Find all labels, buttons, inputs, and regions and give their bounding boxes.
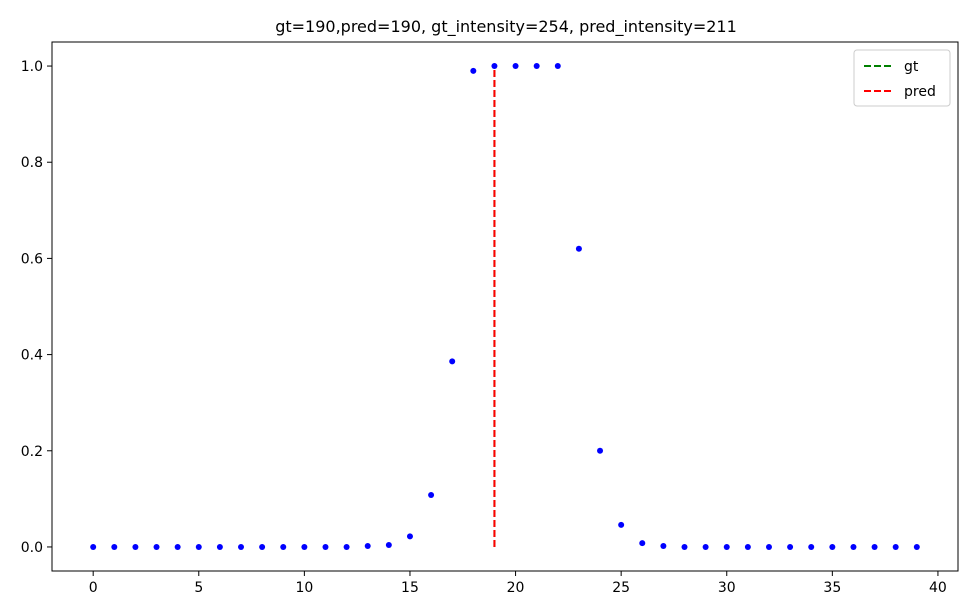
data-point (280, 543, 287, 550)
x-tick-label: 30 (718, 580, 736, 596)
data-point (174, 543, 181, 550)
data-point (470, 67, 477, 74)
data-point (111, 543, 118, 550)
x-axis: 0 5 10 15 20 25 30 35 40 (89, 571, 947, 596)
y-tick-label: 0.8 (21, 155, 43, 171)
data-point (597, 447, 604, 454)
data-point (575, 245, 582, 252)
x-tick-label: 40 (929, 580, 947, 596)
x-tick-label: 25 (612, 580, 630, 596)
data-point (618, 521, 625, 528)
data-point (238, 543, 245, 550)
data-point (428, 492, 435, 499)
data-point (744, 543, 751, 550)
x-tick-label: 5 (194, 580, 203, 596)
data-point (829, 543, 836, 550)
data-points (90, 63, 920, 550)
data-point (343, 543, 350, 550)
data-point (406, 533, 413, 540)
data-point (808, 543, 815, 550)
y-tick-label: 0.6 (21, 251, 43, 267)
legend-label-gt: gt (904, 59, 919, 75)
x-tick-label: 0 (89, 580, 98, 596)
data-point (512, 63, 519, 70)
data-point (449, 358, 456, 365)
x-tick-label: 35 (823, 580, 841, 596)
y-tick-label: 1.0 (21, 59, 43, 75)
data-point (554, 63, 561, 70)
y-axis: 0.0 0.2 0.4 0.6 0.8 1.0 (21, 59, 52, 556)
data-point (702, 543, 709, 550)
data-point (639, 540, 646, 547)
data-point (660, 542, 667, 549)
data-point (765, 543, 772, 550)
data-point (364, 542, 371, 549)
data-point (850, 543, 857, 550)
data-point (90, 543, 97, 550)
x-tick-label: 15 (401, 580, 419, 596)
plot-frame (51, 41, 959, 572)
data-point (491, 63, 498, 70)
data-point (322, 543, 329, 550)
data-point (132, 543, 139, 550)
data-point (301, 543, 308, 550)
legend: gt pred (853, 49, 951, 107)
data-point (259, 543, 266, 550)
legend-label-pred: pred (904, 84, 936, 100)
data-point (871, 543, 878, 550)
data-point (892, 543, 899, 550)
y-tick-label: 0.0 (21, 540, 43, 556)
data-point (153, 543, 160, 550)
data-point (216, 543, 223, 550)
data-point (195, 543, 202, 550)
data-point (913, 543, 920, 550)
chart-title: gt=190,pred=190, gt_intensity=254, pred_… (275, 17, 737, 37)
y-tick-label: 0.4 (21, 348, 43, 364)
data-point (787, 543, 794, 550)
data-point (723, 543, 730, 550)
data-point (533, 63, 540, 70)
data-point (681, 543, 688, 550)
x-tick-label: 20 (507, 580, 525, 596)
data-point (385, 542, 392, 549)
x-tick-label: 10 (295, 580, 313, 596)
plot-area (51, 41, 959, 572)
y-tick-label: 0.2 (21, 444, 43, 460)
